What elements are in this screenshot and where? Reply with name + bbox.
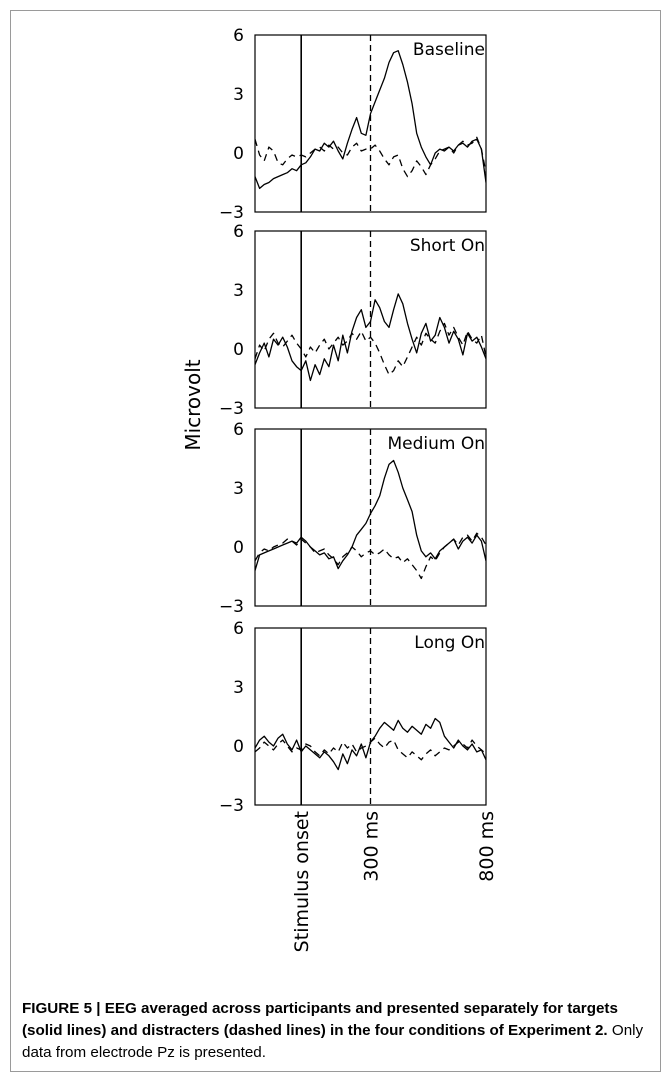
y-tick-label: −3: [219, 203, 244, 223]
eeg-chart: Microvolt 6 3 0 −3 Baseline 6 3 0 −3 Short On 6 3 0 −…: [181, 26, 498, 952]
target-series-line: [255, 293, 486, 382]
y-axis-label: Microvolt: [181, 359, 205, 450]
panel-label: Baseline: [413, 40, 485, 60]
y-tick-label: 6: [233, 26, 244, 46]
y-tick-label: 6: [233, 619, 244, 639]
x-tick-label: 800 ms: [476, 811, 498, 882]
figure-frame: [10, 10, 661, 1072]
distracter-series-line: [255, 322, 486, 376]
y-tick-label: −3: [219, 399, 244, 419]
panel-label: Short On: [410, 236, 485, 256]
y-tick-label: 0: [233, 340, 244, 360]
x-tick-label: Stimulus onset: [291, 811, 313, 952]
panel-2: 6 3 0 −3 Short On: [219, 222, 487, 419]
y-tick-label: 0: [233, 538, 244, 558]
x-tick-label: 300 ms: [361, 811, 383, 882]
y-tick-label: −3: [219, 796, 244, 816]
y-tick-label: 3: [233, 479, 244, 499]
distracter-series-line: [255, 737, 486, 761]
y-tick-label: 3: [233, 281, 244, 301]
y-tick-label: 0: [233, 737, 244, 757]
figure-caption: FIGURE 5 | EEG averaged across participa…: [22, 998, 652, 1064]
panel-1: 6 3 0 −3 Baseline: [219, 26, 487, 223]
y-tick-label: 3: [233, 85, 244, 105]
panel-3: 6 3 0 −3 Medium On: [219, 420, 487, 617]
y-tick-label: 3: [233, 678, 244, 698]
panel-label: Medium On: [387, 434, 485, 454]
y-tick-label: 6: [233, 222, 244, 242]
y-tick-label: 6: [233, 420, 244, 440]
panel-label: Long On: [414, 633, 485, 653]
distracter-series-line: [255, 532, 486, 580]
caption-rest: Only data from electrode Pz is presented…: [22, 1022, 644, 1061]
panel-4: 6 3 0 −3 Long On: [219, 619, 487, 816]
y-tick-label: 0: [233, 144, 244, 164]
y-tick-label: −3: [219, 597, 244, 617]
caption-bold: FIGURE 5 | EEG averaged across participa…: [22, 1000, 618, 1039]
distracter-series-line: [255, 136, 486, 178]
